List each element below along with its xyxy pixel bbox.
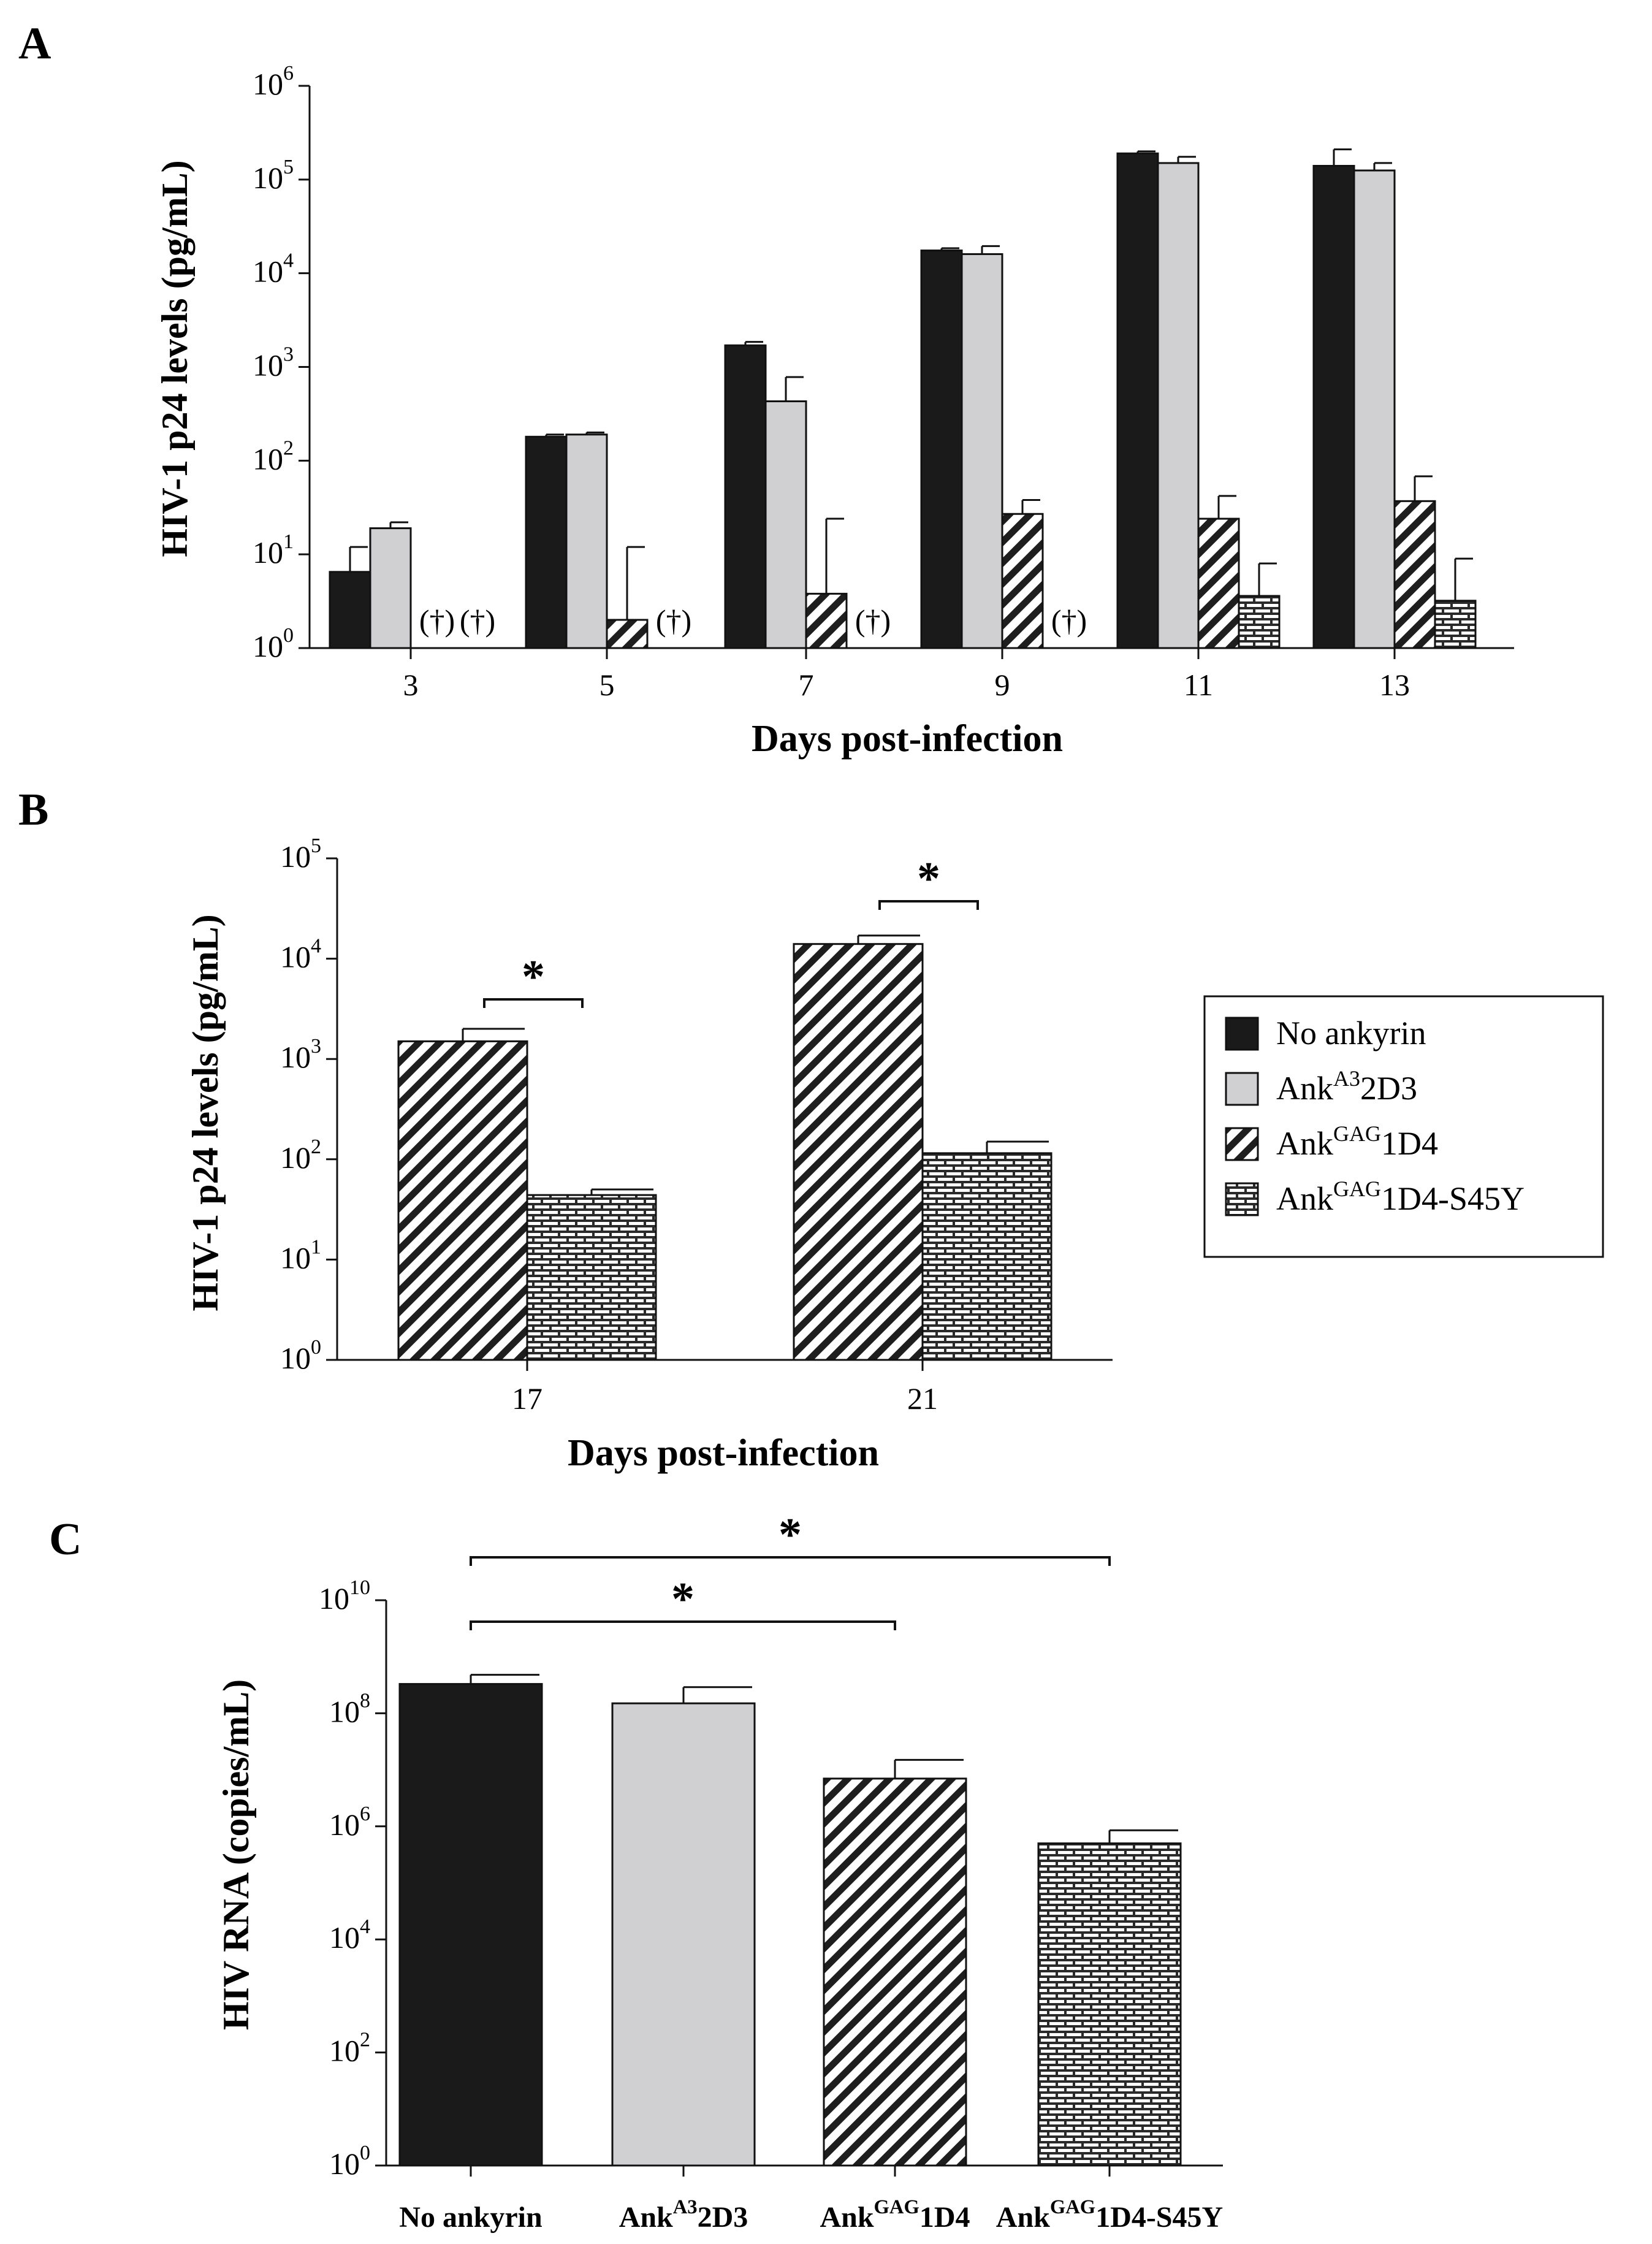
panel-a-x-tick-label: 5 [600,668,615,702]
legend-label-ank-gag: AnkGAG1D4 [1276,1121,1438,1162]
panel-a-y-tick-label: 102 [253,437,294,476]
panel-c-bars: No ankyrin AnkA32D3 AnkGAG1D4 AnkGAG1D4-S45… [398,1509,1223,2234]
panel-a-y-tick-label: 104 [253,250,294,289]
panel-b-bar [793,943,924,1361]
panel-a-y-tick-label: 106 [253,62,294,101]
panel-b-y-axis-label: HIV-1 p24 levels (pg/mL) [185,914,226,1311]
panel-c-x-tick-label: AnkGAG1D4-S45Y [996,2196,1223,2234]
panel-c-significance-star: * [778,1509,802,1560]
panel-c-y-tick-label: 1010 [319,1576,370,1616]
panel-a-bar [525,435,568,649]
panel-b-significance-star: * [522,951,545,1002]
panel-a-bar [329,571,371,649]
panel-b-x-tick-label: 21 [907,1381,938,1416]
legend-swatch-ank-gag [1225,1127,1259,1161]
panel-a-y-tick-label: 105 [253,156,294,195]
panel-c-y-tick-label: 104 [329,1915,370,1955]
panel-b-y-tick-label: 101 [280,1235,321,1275]
panel-c-bar [611,1702,756,2167]
panel-c-significance-star: * [671,1573,695,1625]
panel-c-axes: 100 102 104 106 108 1010 [319,1576,1223,2181]
panel-a-y-tick-label: 101 [253,530,294,570]
panel-a-y-axis-label: HIV-1 p24 levels (pg/mL) [154,160,195,557]
panel-c-significance-bracket [470,1556,1111,1566]
panel-b-bar [921,1152,1052,1361]
panel-b-bars: 17 21 * * [397,853,1052,1416]
panel-a-bar [1116,152,1159,649]
panel-b-bar [526,1194,657,1361]
legend-label-ank-gag-s45y: AnkGAG1D4-S45Y [1276,1177,1524,1217]
panel-b-y-tick-label: 102 [280,1135,321,1175]
legend-frame [1203,995,1604,1258]
panel-a-bar [1157,162,1200,649]
panel-b-x-tick-label: 17 [512,1381,542,1416]
panel-c-x-tick-label: AnkGAG1D4 [820,2196,970,2234]
panel-c-y-tick-label: 100 [329,2142,370,2181]
panel-c-x-tick-label: AnkA32D3 [619,2196,748,2234]
panel-a-dagger-note: (†) [460,603,495,638]
panel-a-bar [606,619,649,649]
panel-label-b: B [18,785,48,835]
panel-a-dagger-note: (†) [855,603,891,638]
panel-a-bar [724,344,767,649]
panel-a-y-tick-label: 103 [253,343,294,383]
panel-c-y-tick-label: 108 [329,1689,370,1728]
panel-b-y-tick-label: 104 [280,935,321,974]
panel-a-y-tick-label: 100 [253,624,294,663]
panel-a-bar [805,592,848,649]
panel-b-chart: 17 21 * * 100 101 102 103 104 105 HIV-1 p24 leve… [185,834,1113,1474]
panel-b-x-axis-label: Days post-infection [568,1432,879,1474]
panel-a-bar [369,527,412,649]
panel-a-x-tick-label: 11 [1184,668,1213,702]
panel-a-bar [1197,517,1240,649]
panel-a-bar [1312,165,1355,649]
panel-a-bar [1434,600,1477,649]
panel-a-bar [565,433,608,649]
panel-a-bar [1393,500,1436,649]
panel-label-c: C [49,1514,82,1565]
panel-c-x-tick-label: No ankyrin [399,2201,542,2234]
panel-a-dagger-note: (†) [419,603,455,638]
panel-a-bar [764,400,807,649]
panel-a-bar [961,253,1003,649]
panel-a-x-tick-label: 3 [403,668,419,702]
legend: No ankyrin AnkA32D3 AnkGAG1D4 AnkGAG1D4-S45… [1203,995,1604,1258]
panel-a-x-tick-label: 9 [995,668,1010,702]
panel-a-bar [1353,169,1396,649]
panel-label-a: A [18,18,51,69]
panel-b-y-tick-label: 100 [280,1336,321,1375]
panel-b-y-tick-label: 105 [280,834,321,874]
panel-a-bar [1238,595,1281,649]
legend-swatch-ank-a3 [1225,1072,1259,1106]
panel-a-bar [920,250,963,649]
panel-c-y-axis-label: HIV RNA (copies/mL) [216,1679,256,2030]
panel-a-dagger-note: (†) [1051,603,1087,638]
legend-label-no-ankyrin: No ankyrin [1276,1015,1426,1051]
panel-a-dagger-note: (†) [656,603,691,638]
panel-c-y-tick-label: 102 [329,2029,370,2068]
panel-c-bar [398,1683,543,2167]
panel-b-significance-bracket [483,998,584,1008]
panel-a-x-tick-label: 13 [1379,668,1410,702]
panel-a-chart: 3 5 7 9 11 13(†) (†) (†) (†) (†) 1001011021031041… [154,62,1514,760]
legend-label-ank-a3: AnkA32D3 [1276,1066,1417,1107]
panel-c-bar [1037,1842,1182,2167]
legend-swatch-ank-gag-s45y [1225,1182,1259,1216]
panel-c-y-tick-label: 106 [329,1803,370,1842]
panel-b-significance-star: * [917,853,940,904]
panel-c-significance-bracket [470,1620,896,1630]
panel-b-axes: 100 101 102 103 104 105 [280,834,1113,1375]
panel-c-chart: No ankyrin AnkA32D3 AnkGAG1D4 AnkGAG1D4-S45… [216,1509,1223,2234]
panel-a-bar [1001,513,1044,649]
panel-b-bar [397,1040,528,1361]
legend-swatch-no-ankyrin [1225,1017,1259,1051]
panel-a-x-tick-label: 7 [799,668,814,702]
panel-b-y-tick-label: 103 [280,1035,321,1074]
panel-a-bars: 3 5 7 9 11 13(†) (†) (†) (†) (†) [329,148,1477,702]
panel-b-significance-bracket [878,900,979,910]
panel-a-x-axis-label: Days post-infection [752,718,1063,760]
panel-c-bar [823,1777,967,2167]
